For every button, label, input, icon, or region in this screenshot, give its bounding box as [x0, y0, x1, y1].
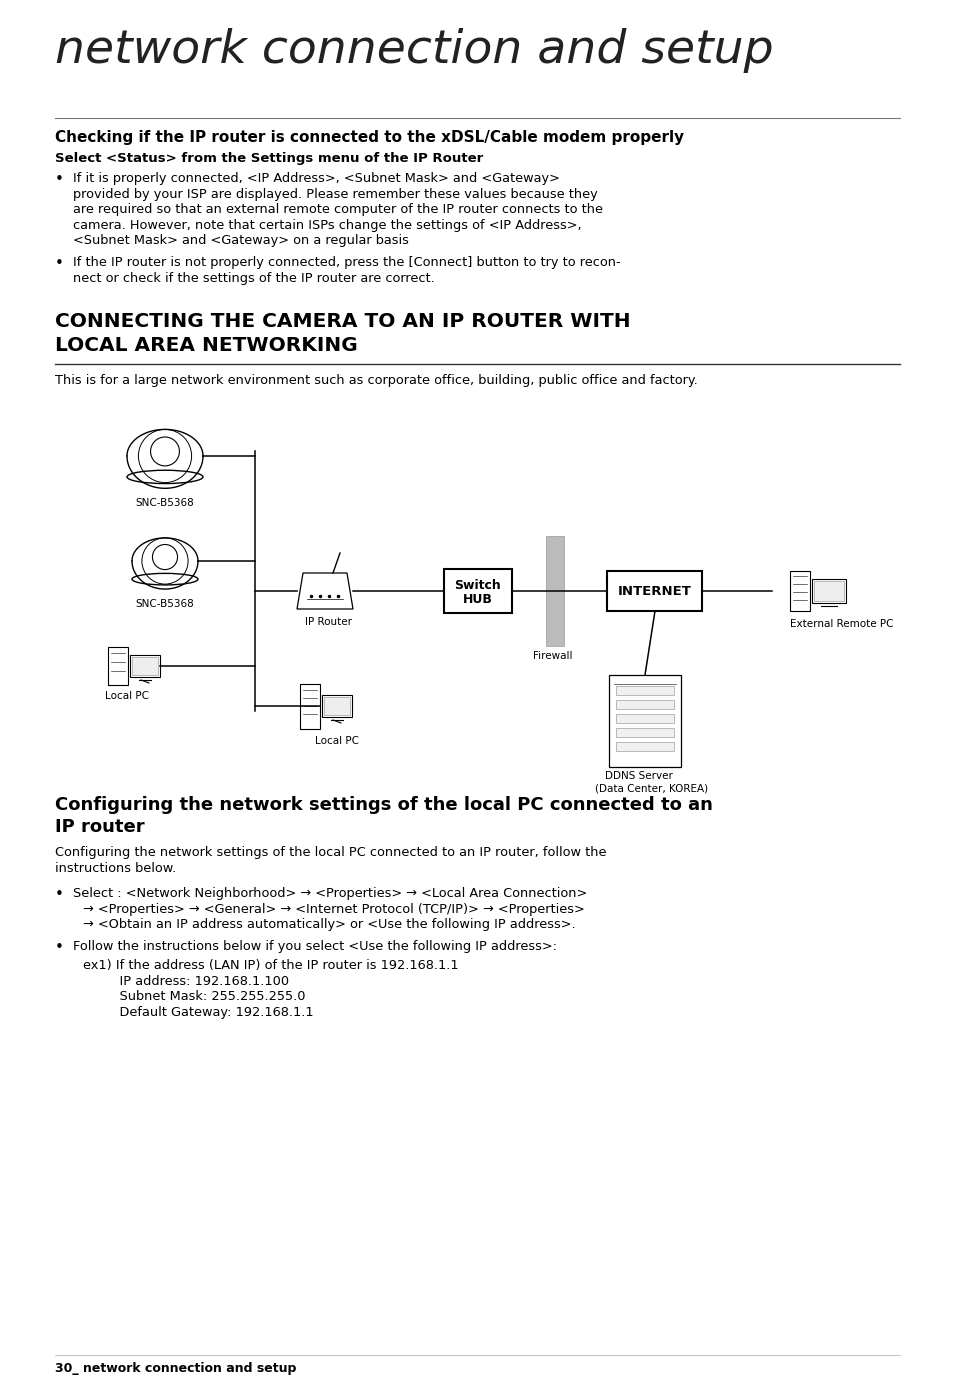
FancyBboxPatch shape: [443, 569, 512, 613]
Text: Switch: Switch: [455, 579, 501, 591]
Text: INTERNET: INTERNET: [618, 584, 691, 597]
Text: •: •: [55, 940, 64, 955]
Text: If the IP router is not properly connected, press the [Connect] button to try to: If the IP router is not properly connect…: [73, 255, 620, 269]
FancyBboxPatch shape: [299, 683, 319, 729]
Text: This is for a large network environment such as corporate office, building, publ: This is for a large network environment …: [55, 373, 697, 387]
Text: If it is properly connected, <IP Address>, <Subnet Mask> and <Gateway>: If it is properly connected, <IP Address…: [73, 172, 559, 185]
FancyBboxPatch shape: [616, 713, 673, 723]
Ellipse shape: [127, 471, 203, 483]
Ellipse shape: [132, 573, 198, 584]
Text: Firewall: Firewall: [533, 651, 572, 661]
FancyBboxPatch shape: [132, 657, 158, 675]
Text: <Subnet Mask> and <Gateway> on a regular basis: <Subnet Mask> and <Gateway> on a regular…: [73, 235, 409, 247]
Text: Select : <Network Neighborhood> → <Properties> → <Local Area Connection>: Select : <Network Neighborhood> → <Prope…: [73, 887, 587, 899]
Text: Checking if the IP router is connected to the xDSL/Cable modem properly: Checking if the IP router is connected t…: [55, 130, 683, 144]
Text: network connection and setup: network connection and setup: [55, 28, 773, 74]
FancyBboxPatch shape: [108, 647, 128, 686]
Polygon shape: [296, 573, 353, 609]
Text: camera. However, note that certain ISPs change the settings of <IP Address>,: camera. However, note that certain ISPs …: [73, 218, 581, 232]
FancyBboxPatch shape: [813, 582, 843, 601]
FancyBboxPatch shape: [789, 570, 809, 611]
Text: provided by your ISP are displayed. Please remember these values because they: provided by your ISP are displayed. Plea…: [73, 187, 598, 200]
Text: HUB: HUB: [462, 593, 493, 605]
Text: (Data Center, KOREA): (Data Center, KOREA): [595, 783, 707, 793]
FancyBboxPatch shape: [616, 727, 673, 737]
Text: Default Gateway: 192.168.1.1: Default Gateway: 192.168.1.1: [103, 1005, 314, 1019]
FancyBboxPatch shape: [616, 686, 673, 695]
Text: ex1) If the address (LAN IP) of the IP router is 192.168.1.1: ex1) If the address (LAN IP) of the IP r…: [83, 959, 458, 972]
FancyBboxPatch shape: [608, 675, 680, 768]
FancyBboxPatch shape: [322, 695, 352, 718]
Text: LOCAL AREA NETWORKING: LOCAL AREA NETWORKING: [55, 336, 357, 355]
FancyBboxPatch shape: [545, 536, 563, 645]
Text: SNC-B5368: SNC-B5368: [135, 600, 193, 609]
Text: → <Obtain an IP address automatically> or <Use the following IP address>.: → <Obtain an IP address automatically> o…: [83, 917, 575, 931]
Text: → <Properties> → <General> → <Internet Protocol (TCP/IP)> → <Properties>: → <Properties> → <General> → <Internet P…: [83, 902, 584, 916]
FancyBboxPatch shape: [811, 579, 845, 602]
Text: CONNECTING THE CAMERA TO AN IP ROUTER WITH: CONNECTING THE CAMERA TO AN IP ROUTER WI…: [55, 312, 630, 330]
Text: •: •: [55, 255, 64, 271]
FancyBboxPatch shape: [130, 655, 160, 677]
Text: instructions below.: instructions below.: [55, 862, 176, 874]
FancyBboxPatch shape: [324, 697, 350, 715]
Text: DDNS Server: DDNS Server: [604, 770, 672, 781]
Text: Subnet Mask: 255.255.255.0: Subnet Mask: 255.255.255.0: [103, 990, 305, 1004]
FancyBboxPatch shape: [607, 570, 701, 611]
Text: •: •: [55, 887, 64, 902]
FancyBboxPatch shape: [616, 743, 673, 751]
Text: Configuring the network settings of the local PC connected to an: Configuring the network settings of the …: [55, 795, 712, 813]
Text: •: •: [55, 172, 64, 187]
Text: SNC-B5368: SNC-B5368: [135, 498, 193, 508]
Text: Select <Status> from the Settings menu of the IP Router: Select <Status> from the Settings menu o…: [55, 153, 483, 165]
Text: Local PC: Local PC: [105, 691, 149, 701]
Text: External Remote PC: External Remote PC: [789, 619, 893, 629]
Text: Configuring the network settings of the local PC connected to an IP router, foll: Configuring the network settings of the …: [55, 847, 606, 859]
Text: Follow the instructions below if you select <Use the following IP address>:: Follow the instructions below if you sel…: [73, 940, 557, 952]
Text: are required so that an external remote computer of the IP router connects to th: are required so that an external remote …: [73, 203, 602, 217]
Text: nect or check if the settings of the IP router are correct.: nect or check if the settings of the IP …: [73, 272, 435, 285]
FancyBboxPatch shape: [616, 700, 673, 709]
Text: IP Router: IP Router: [305, 618, 352, 627]
Text: 30_ network connection and setup: 30_ network connection and setup: [55, 1362, 296, 1376]
Text: IP address: 192.168.1.100: IP address: 192.168.1.100: [103, 974, 289, 987]
Text: IP router: IP router: [55, 818, 145, 836]
Text: Local PC: Local PC: [314, 736, 358, 745]
